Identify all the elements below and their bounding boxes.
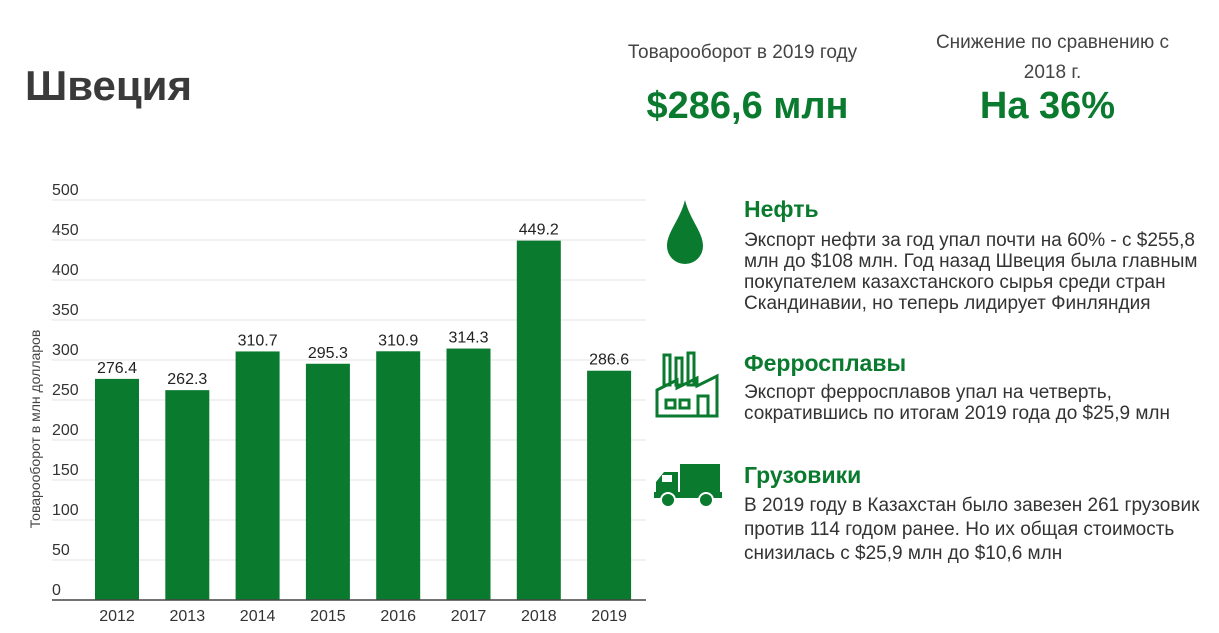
- y-tick-label: 200: [52, 422, 79, 439]
- data-label: 310.7: [238, 332, 278, 349]
- x-tick-label: 2018: [521, 608, 557, 625]
- y-axis-ticks: 0 50 100 150 200 250 300 350 400 450 500: [52, 182, 79, 599]
- data-label: 314.3: [448, 330, 488, 347]
- bar-2015: [305, 363, 350, 600]
- bars: [95, 240, 632, 600]
- y-tick-label: 350: [52, 302, 79, 319]
- truck-icon: [652, 462, 724, 513]
- y-tick-label: 300: [52, 342, 79, 359]
- y-tick-label: 400: [52, 262, 79, 279]
- data-label: 262.3: [167, 371, 207, 388]
- y-tick-label: 250: [52, 382, 79, 399]
- x-axis-ticks: 2012 2013 2014 2015 2016 2017 2018 2019: [99, 608, 627, 625]
- y-tick-label: 150: [52, 462, 79, 479]
- trucks-title: Грузовики: [744, 462, 862, 488]
- x-tick-label: 2017: [451, 608, 487, 625]
- bar-2012: [95, 378, 139, 600]
- bar-2018: [516, 240, 561, 600]
- x-tick-label: 2019: [591, 608, 627, 625]
- turnover-value: $286,6 млн: [646, 85, 849, 127]
- bar-2017: [446, 348, 491, 600]
- x-tick-label: 2015: [310, 608, 346, 625]
- data-label: 276.4: [97, 360, 137, 377]
- ferro-text: Экспорт ферросплавов упал на четверть, с…: [744, 382, 1171, 424]
- y-tick-label: 0: [52, 582, 61, 599]
- x-tick-label: 2016: [380, 608, 416, 625]
- data-labels: 276.4 262.3 310.7 295.3 310.9 314.3 449.2 286.6: [97, 222, 629, 389]
- ferro-title: Ферросплавы: [744, 350, 907, 376]
- bar-2016: [376, 351, 421, 600]
- oil-drop-icon: [652, 198, 718, 273]
- factory-icon: [652, 350, 722, 425]
- data-label: 449.2: [519, 222, 559, 239]
- data-label: 310.9: [378, 332, 418, 349]
- y-tick-label: 100: [52, 502, 79, 519]
- bar-chart: 0 50 100 150 200 250 300 350 400 450 500 276.4 262.…: [27, 182, 646, 625]
- oil-text: Экспорт нефти за год упал почти на 60% -…: [744, 230, 1198, 314]
- bar-2014: [235, 351, 280, 600]
- y-tick-label: 50: [52, 542, 70, 559]
- bar-2013: [165, 390, 210, 600]
- y-axis-label: Товарооборот в млн долларов: [27, 330, 43, 529]
- x-tick-label: 2012: [99, 608, 135, 625]
- decline-caption: Снижение по сравнению с 2018 г.: [935, 32, 1170, 83]
- x-tick-label: 2014: [240, 608, 276, 625]
- turnover-caption: Товарооборот в 2019 году: [627, 42, 858, 63]
- trucks-text: В 2019 году в Казахстан было завезен 261…: [744, 495, 1200, 564]
- y-tick-label: 450: [52, 222, 79, 239]
- bar-2019: [587, 370, 632, 600]
- x-tick-label: 2013: [170, 608, 206, 625]
- oil-title: Нефть: [744, 196, 819, 222]
- page-title: Швеция: [25, 62, 192, 109]
- decline-value: На 36%: [979, 85, 1116, 127]
- data-label: 286.6: [589, 352, 629, 369]
- data-label: 295.3: [308, 345, 348, 362]
- y-tick-label: 500: [52, 182, 79, 199]
